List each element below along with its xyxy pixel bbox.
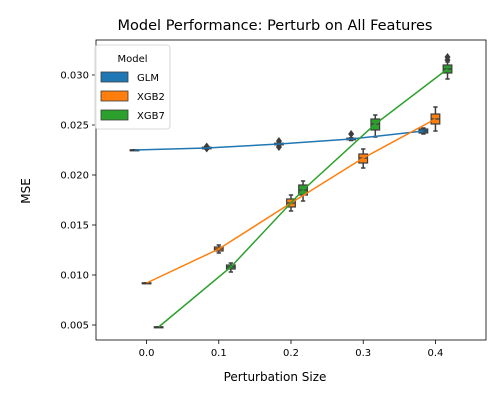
y-tick-label: 0.030 (60, 71, 89, 82)
legend-title: Model (117, 54, 147, 65)
y-tick-label: 0.015 (60, 221, 89, 232)
legend-swatch-xgb7 (100, 109, 129, 121)
legend-swatch-xgb2 (100, 90, 129, 102)
x-axis-label: Perturbation Size (224, 370, 327, 384)
box-glm-2 (274, 137, 284, 151)
series-line-glm (134, 130, 424, 151)
y-axis-label: MSE (19, 178, 33, 204)
legend-label-xgb7: XGB7 (137, 111, 165, 122)
x-axis: 0.0 0.1 0.2 0.3 0.4 (139, 340, 443, 359)
legend-swatch-glm (100, 71, 129, 83)
x-tick-label: 0.1 (211, 348, 227, 359)
outlier-point (275, 137, 282, 145)
legend-label-glm: GLM (137, 73, 159, 84)
outlier-point (275, 143, 282, 151)
plot-area (95, 39, 487, 341)
y-tick-label: 0.025 (60, 121, 89, 132)
legend-label-xgb2: XGB2 (137, 92, 165, 103)
x-tick-label: 0.3 (355, 348, 371, 359)
legend-frame (94, 44, 171, 130)
outlier-point (444, 56, 451, 64)
outlier-point (348, 130, 355, 138)
x-tick-label: 0.2 (283, 348, 299, 359)
y-tick-label: 0.010 (60, 271, 89, 282)
y-tick-label: 0.005 (60, 321, 89, 332)
series-line-xgb7 (158, 68, 448, 328)
box-xgb7-4 (442, 53, 453, 80)
y-axis: 0.005 0.010 0.015 0.020 0.025 0.030 (60, 71, 96, 332)
chart-title: Model Performance: Perturb on All Featur… (118, 18, 433, 34)
y-tick-label: 0.020 (60, 171, 89, 182)
x-tick-label: 0.4 (427, 348, 443, 359)
x-tick-label: 0.0 (139, 348, 155, 359)
legend: Model GLM XGB2 XGB7 (94, 44, 171, 130)
